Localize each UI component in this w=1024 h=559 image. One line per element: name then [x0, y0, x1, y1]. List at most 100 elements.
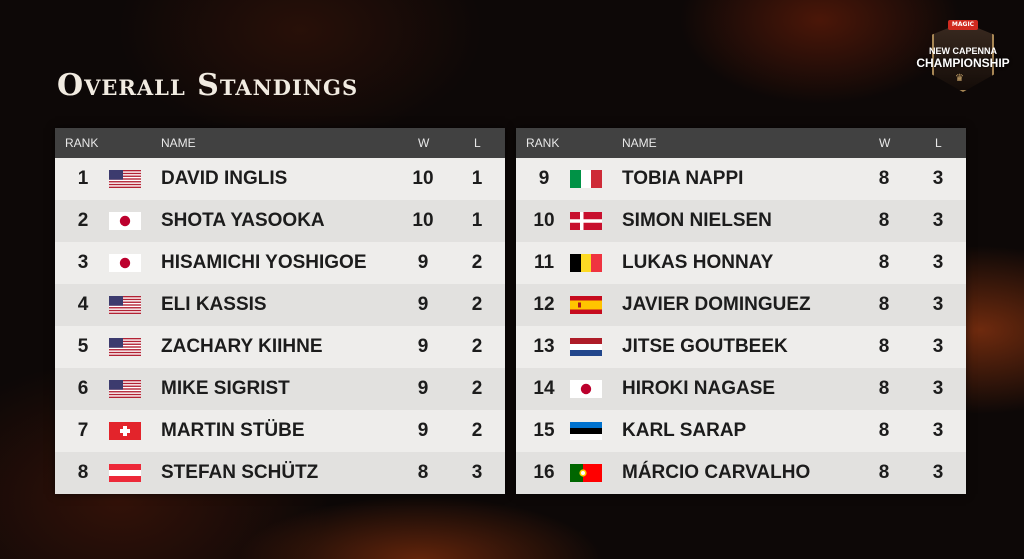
player-name: LUKAS HONNAY: [622, 252, 774, 273]
player-name: TOBIA NAPPI: [622, 168, 744, 189]
wins-cell: 8: [878, 252, 890, 273]
wins-cell: 8: [878, 294, 890, 315]
wins-cell: 8: [878, 336, 890, 357]
losses-cell: 2: [471, 252, 483, 273]
losses-cell: 2: [471, 336, 483, 357]
logo-badge: MAGIC: [948, 20, 978, 30]
table-row: 11 LUKAS HONNAY 8 3: [516, 242, 966, 284]
championship-logo: MAGIC NEW CAPENNA CHAMPIONSHIP ♛: [910, 18, 1016, 94]
rank-cell: 9: [538, 168, 550, 189]
header-name: NAME: [622, 136, 657, 150]
wins-cell: 8: [878, 420, 890, 441]
losses-cell: 3: [471, 462, 483, 483]
rank-cell: 1: [77, 168, 89, 189]
rank-cell: 3: [77, 252, 89, 273]
table-row: 5 ZACHARY KIIHNE 9 2: [55, 326, 505, 368]
jp-flag-icon: [570, 380, 602, 398]
table-row: 10 SIMON NIELSEN 8 3: [516, 200, 966, 242]
wins-cell: 10: [412, 168, 434, 189]
rank-cell: 10: [533, 210, 555, 231]
losses-cell: 2: [471, 420, 483, 441]
us-flag-icon: [109, 338, 141, 356]
wins-cell: 8: [878, 462, 890, 483]
player-name: JAVIER DOMINGUEZ: [622, 294, 811, 315]
table-row: 13 JITSE GOUTBEEK 8 3: [516, 326, 966, 368]
ee-flag-icon: [570, 422, 602, 440]
standings-table-left: RANK NAME W L 1 DAVID INGLIS 10 1 2 SHOTA YAS…: [55, 128, 505, 494]
table-row: 1 DAVID INGLIS 10 1: [55, 158, 505, 200]
table-header: RANK NAME W L: [55, 128, 505, 158]
jp-flag-icon: [109, 212, 141, 230]
pt-flag-icon: [570, 464, 602, 482]
player-name: MARTIN STÜBE: [161, 420, 305, 441]
table-row: 8 STEFAN SCHÜTZ 8 3: [55, 452, 505, 494]
header-l: L: [474, 136, 481, 150]
player-name: HISAMICHI YOSHIGOE: [161, 252, 367, 273]
table-row: 2 SHOTA YASOOKA 10 1: [55, 200, 505, 242]
losses-cell: 3: [932, 252, 944, 273]
wins-cell: 9: [417, 336, 429, 357]
standings-table-right: RANK NAME W L 9 TOBIA NAPPI 8 3 10 SIMON NIEL…: [516, 128, 966, 494]
crown-icon: ♛: [955, 73, 964, 84]
rank-cell: 8: [77, 462, 89, 483]
table-row: 9 TOBIA NAPPI 8 3: [516, 158, 966, 200]
logo-line2: CHAMPIONSHIP: [916, 56, 1010, 70]
losses-cell: 3: [932, 168, 944, 189]
player-name: JITSE GOUTBEEK: [622, 336, 788, 357]
player-name: KARL SARAP: [622, 420, 747, 441]
losses-cell: 2: [471, 294, 483, 315]
wins-cell: 10: [412, 210, 434, 231]
wins-cell: 9: [417, 378, 429, 399]
at-flag-icon: [109, 464, 141, 482]
rank-cell: 13: [533, 336, 555, 357]
rank-cell: 11: [533, 252, 555, 273]
table-row: 4 ELI KASSIS 9 2: [55, 284, 505, 326]
losses-cell: 1: [471, 210, 483, 231]
player-name: ZACHARY KIIHNE: [161, 336, 323, 357]
rank-cell: 14: [533, 378, 555, 399]
us-flag-icon: [109, 296, 141, 314]
es-flag-icon: [570, 296, 602, 314]
table-header: RANK NAME W L: [516, 128, 966, 158]
ch-flag-icon: [109, 422, 141, 440]
rank-cell: 7: [77, 420, 89, 441]
rank-cell: 6: [77, 378, 89, 399]
table-row: 15 KARL SARAP 8 3: [516, 410, 966, 452]
rank-cell: 16: [533, 462, 555, 483]
jp-flag-icon: [109, 254, 141, 272]
rank-cell: 2: [77, 210, 89, 231]
player-name: SIMON NIELSEN: [622, 210, 772, 231]
player-name: STEFAN SCHÜTZ: [161, 462, 319, 483]
losses-cell: 3: [932, 294, 944, 315]
header-rank: RANK: [526, 136, 560, 150]
player-name: SHOTA YASOOKA: [161, 210, 325, 231]
losses-cell: 1: [471, 168, 483, 189]
header-rank: RANK: [65, 136, 99, 150]
rank-cell: 5: [77, 336, 89, 357]
page-title: Overall Standings: [57, 68, 359, 103]
table-row: 16 MÁRCIO CARVALHO 8 3: [516, 452, 966, 494]
table-row: 3 HISAMICHI YOSHIGOE 9 2: [55, 242, 505, 284]
wins-cell: 8: [878, 210, 890, 231]
wins-cell: 8: [417, 462, 429, 483]
wins-cell: 8: [878, 168, 890, 189]
losses-cell: 3: [932, 420, 944, 441]
wins-cell: 9: [417, 294, 429, 315]
rank-cell: 15: [533, 420, 555, 441]
table-body: 1 DAVID INGLIS 10 1 2 SHOTA YASOOKA 10 1 3 HISAMI…: [55, 158, 505, 494]
losses-cell: 3: [932, 210, 944, 231]
rank-cell: 12: [533, 294, 555, 315]
rank-cell: 4: [77, 294, 89, 315]
player-name: MIKE SIGRIST: [161, 378, 290, 399]
losses-cell: 3: [932, 336, 944, 357]
table-body: 9 TOBIA NAPPI 8 3 10 SIMON NIELSEN 8 3 11 LUKAS H…: [516, 158, 966, 494]
losses-cell: 3: [932, 378, 944, 399]
table-row: 6 MIKE SIGRIST 9 2: [55, 368, 505, 410]
us-flag-icon: [109, 170, 141, 188]
wins-cell: 9: [417, 420, 429, 441]
us-flag-icon: [109, 380, 141, 398]
losses-cell: 3: [932, 462, 944, 483]
player-name: ELI KASSIS: [161, 294, 267, 315]
table-row: 7 MARTIN STÜBE 9 2: [55, 410, 505, 452]
wins-cell: 8: [878, 378, 890, 399]
